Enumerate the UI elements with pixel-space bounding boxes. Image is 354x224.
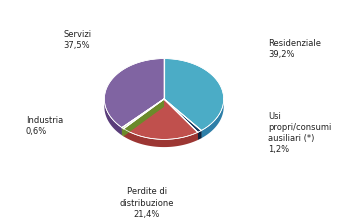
Polygon shape — [122, 99, 164, 135]
Polygon shape — [164, 99, 198, 140]
Polygon shape — [124, 99, 164, 136]
Polygon shape — [164, 99, 201, 138]
Polygon shape — [164, 99, 201, 138]
Polygon shape — [104, 59, 164, 128]
Polygon shape — [201, 100, 224, 138]
Polygon shape — [122, 99, 164, 135]
Text: Residenziale
39,2%: Residenziale 39,2% — [268, 39, 321, 59]
Text: Servizi
37,5%: Servizi 37,5% — [63, 30, 91, 50]
Text: Usi
propri/consumi
ausiliari (*)
1,2%: Usi propri/consumi ausiliari (*) 1,2% — [268, 112, 331, 154]
Polygon shape — [124, 99, 164, 136]
Text: Industria
0,6%: Industria 0,6% — [26, 116, 63, 136]
Polygon shape — [124, 99, 198, 139]
Polygon shape — [164, 99, 201, 132]
Polygon shape — [164, 99, 198, 140]
Polygon shape — [122, 128, 124, 136]
Polygon shape — [198, 131, 201, 140]
Text: Perdite di
distribuzione
21,4%: Perdite di distribuzione 21,4% — [119, 187, 174, 219]
Polygon shape — [122, 99, 164, 129]
Polygon shape — [124, 129, 198, 147]
Polygon shape — [104, 99, 122, 135]
Polygon shape — [164, 59, 224, 131]
